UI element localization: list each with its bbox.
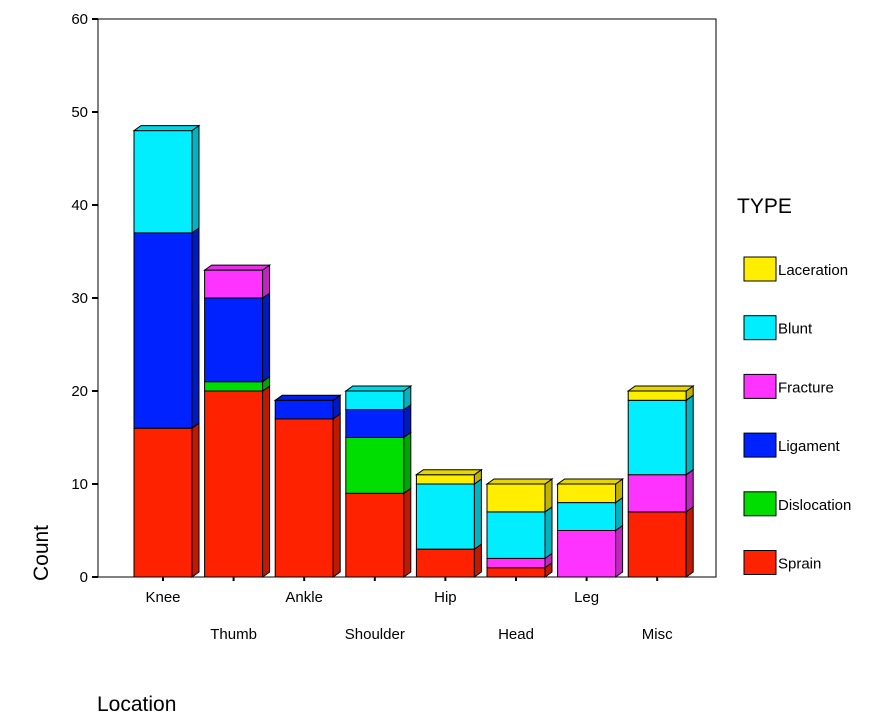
- bar-segment: [345, 390, 405, 411]
- bar-segment-side: [332, 412, 341, 578]
- bar-top: [626, 385, 695, 392]
- bar-segment: [415, 548, 475, 578]
- bar-segment-side: [685, 505, 694, 578]
- bar-top: [556, 478, 625, 485]
- bar-segment: [557, 530, 617, 578]
- bar-top: [414, 469, 483, 476]
- bar-segment-side: [544, 505, 553, 560]
- legend-swatch: [743, 550, 777, 575]
- x-tick-label: Leg: [574, 589, 599, 606]
- legend-label: Laceration: [778, 262, 848, 279]
- legend-swatch: [743, 256, 777, 282]
- x-tick-label: Shoulder: [345, 626, 405, 643]
- bar-segment: [345, 492, 405, 578]
- bar-segment-side: [191, 124, 200, 234]
- bar-top: [203, 264, 272, 271]
- bar-segment: [627, 399, 687, 476]
- bar-segment: [627, 511, 687, 578]
- legend-swatch: [743, 432, 777, 458]
- bar-segment: [486, 557, 546, 569]
- bar-segment: [557, 502, 617, 532]
- x-tick-label: Ankle: [285, 589, 323, 606]
- bar-segment-side: [544, 478, 553, 513]
- legend-swatch: [743, 373, 777, 399]
- bar-segment: [486, 567, 546, 578]
- bar-segment: [627, 474, 687, 513]
- legend-label: Ligament: [778, 438, 841, 455]
- bar-segment: [345, 409, 405, 439]
- y-tick-label: 60: [71, 11, 88, 28]
- bar-segment: [557, 483, 617, 504]
- bar-segment-side: [685, 394, 694, 476]
- x-axis-title: Location: [97, 693, 176, 712]
- bar-segment: [274, 399, 334, 420]
- bar-segment: [204, 297, 264, 383]
- x-tick-label: Misc: [642, 626, 673, 643]
- bar-segment: [274, 418, 334, 578]
- bar-segment: [415, 474, 475, 485]
- legend-swatch: [743, 315, 777, 341]
- bar-segment: [345, 437, 405, 494]
- bar-segment: [133, 427, 193, 578]
- bar-segment: [486, 483, 546, 513]
- x-tick-label: Knee: [145, 589, 180, 606]
- bar-segment-side: [262, 292, 271, 383]
- bar-segment-side: [403, 487, 412, 578]
- y-tick-label: 0: [80, 569, 88, 586]
- bar-segment: [204, 381, 264, 392]
- y-tick-label: 30: [71, 290, 88, 307]
- bar-segment-side: [403, 431, 412, 495]
- y-axis-title: Count: [30, 525, 53, 581]
- legend-title: TYPE: [737, 195, 792, 218]
- bar-segment: [486, 511, 546, 559]
- x-tick-label: Thumb: [210, 626, 257, 643]
- legend-label: Dislocation: [778, 497, 851, 514]
- bar-segment-side: [473, 543, 482, 578]
- bars: [132, 124, 695, 578]
- bar-segment-side: [191, 226, 200, 430]
- bar-segment: [133, 130, 193, 234]
- bar-segment-side: [615, 524, 624, 578]
- bar-top: [344, 385, 413, 392]
- legend-label: Fracture: [778, 379, 834, 396]
- x-tick-label: Hip: [434, 589, 457, 606]
- y-tick-label: 40: [71, 197, 88, 214]
- bar-segment: [204, 269, 264, 299]
- y-axis: 0 10 20 30 40 50 60: [71, 11, 98, 586]
- legend: Laceration Blunt Fracture Ligament Dislocati…: [743, 256, 851, 575]
- bar-segment: [204, 390, 264, 578]
- bar-segment-side: [615, 496, 624, 532]
- bar-segment: [133, 232, 193, 429]
- x-tick-label: Head: [498, 626, 534, 643]
- bar-segment-side: [473, 478, 482, 551]
- legend-label: Blunt: [778, 321, 813, 338]
- bar-top: [485, 478, 554, 485]
- y-tick-label: 20: [71, 383, 88, 400]
- bar-top: [273, 394, 342, 401]
- bar-segment-side: [262, 385, 271, 578]
- x-axis: Knee Thumb Ankle Shoulder Hip Head Leg Misc: [145, 577, 673, 643]
- legend-label: Sprain: [778, 556, 821, 573]
- bar-segment: [415, 483, 475, 550]
- bar-segment-side: [685, 468, 694, 513]
- y-tick-label: 50: [71, 104, 88, 121]
- bar-segment-side: [262, 264, 271, 299]
- bar-top: [132, 125, 201, 132]
- bar-segment: [627, 390, 687, 401]
- y-tick-label: 10: [71, 476, 88, 493]
- bar-segment-side: [403, 403, 412, 439]
- bar-segment-side: [191, 422, 200, 578]
- legend-swatch: [743, 491, 777, 517]
